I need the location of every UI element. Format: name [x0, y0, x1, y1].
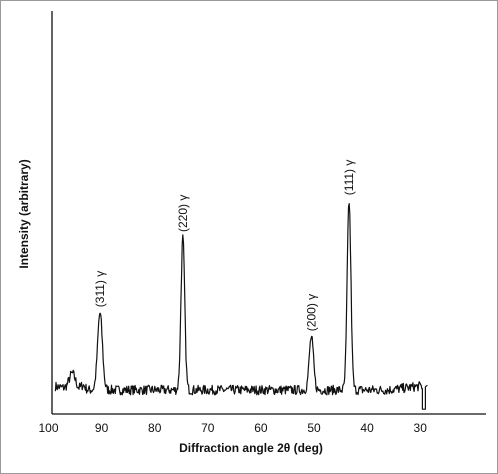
x-tick-label-100: 100	[38, 421, 58, 435]
peak-label-3: (111) γ	[342, 160, 356, 196]
x-tick-label-80: 80	[148, 421, 162, 435]
peak-label-2: (200) γ	[304, 294, 318, 331]
x-tick-label-60: 60	[254, 421, 268, 435]
peak-label-1: (220) γ	[176, 195, 190, 232]
x-tick-label-70: 70	[201, 421, 215, 435]
axes: 100 90 80 70 60 50 40 30 Diffraction angle 2θ (d…	[17, 11, 486, 455]
x-tick-label-30: 30	[414, 421, 428, 435]
x-tick-label-50: 50	[307, 421, 321, 435]
peak-labels: (311) γ (220) γ (200) γ (111) γ	[93, 160, 356, 332]
peak-label-0: (311) γ	[93, 271, 107, 307]
x-tick-label-90: 90	[95, 421, 109, 435]
x-tick-label-40: 40	[360, 421, 374, 435]
diffraction-pattern-line	[54, 203, 428, 410]
y-axis-title: Intensity (arbitrary)	[17, 159, 31, 268]
series-group	[54, 203, 428, 410]
x-axis-title: Diffraction angle 2θ (deg)	[179, 441, 323, 455]
